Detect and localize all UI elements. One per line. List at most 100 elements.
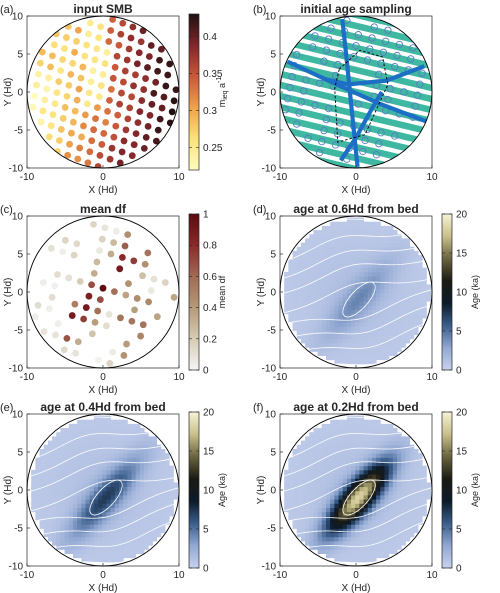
heatmap-cell [409, 263, 415, 269]
heatmap-cell [405, 448, 411, 454]
heatmap-cell [292, 474, 298, 479]
heatmap-cell [392, 440, 398, 446]
heatmap-cell [342, 457, 348, 462]
heatmap-cell [392, 250, 398, 256]
heatmap-cell [292, 301, 298, 306]
heatmap-cell [72, 448, 78, 454]
heatmap-cell [346, 507, 352, 513]
heatmap-cell [401, 342, 406, 348]
heatmap-cell [85, 507, 91, 513]
heatmap-cell [338, 499, 344, 504]
heatmap-cell [325, 499, 331, 504]
heatmap-cell [334, 301, 340, 306]
heatmap-cell [135, 549, 141, 554]
heatmap-cell [93, 499, 99, 504]
heatmap-cell [77, 511, 82, 517]
heatmap-cell [305, 342, 310, 348]
heatmap-cell [359, 359, 365, 365]
heatmap-cell [334, 524, 340, 529]
heatmap-cell [388, 292, 394, 298]
y-tick-label: -5 [14, 126, 23, 137]
heatmap-cell [321, 301, 327, 306]
heatmap-cell [346, 465, 352, 471]
heatmap-cell [321, 511, 327, 517]
heatmap-cell [296, 457, 302, 462]
heatmap-cell [47, 536, 53, 542]
heatmap-cell [392, 540, 398, 546]
heatmap-cell [371, 280, 377, 285]
heatmap-cell [388, 296, 394, 302]
heatmap-cell [123, 515, 128, 521]
heatmap-cell [376, 465, 381, 471]
heatmap-cell [325, 280, 331, 285]
heatmap-cell [305, 322, 310, 327]
heatmap-cell [89, 444, 95, 450]
heatmap-cell [64, 524, 70, 529]
heatmap-cell [384, 267, 390, 273]
heatmap-cell [325, 448, 331, 454]
heatmap-cell [39, 461, 45, 467]
heatmap-cell [351, 545, 356, 550]
heatmap-cell [305, 288, 310, 294]
heatmap-cell [359, 276, 365, 281]
heatmap-cell [371, 284, 377, 290]
heatmap-cell [409, 271, 415, 277]
sample-circle [299, 87, 308, 95]
heatmap-cell [334, 494, 340, 500]
heatmap-cell [106, 448, 112, 454]
data-point [65, 274, 73, 282]
heatmap-cell [144, 465, 149, 471]
heatmap-cell [106, 436, 112, 442]
heatmap-cell [127, 490, 132, 496]
heatmap-cell [380, 490, 385, 496]
sample-circle [363, 125, 372, 134]
heatmap-cell [405, 453, 411, 458]
sample-circle [384, 26, 392, 34]
colorbar-tick-label: 20 [456, 408, 468, 419]
heatmap-cell [371, 536, 377, 542]
y-tick-label: -10 [9, 164, 24, 175]
heatmap-cell [367, 330, 373, 336]
heatmap-cell [102, 457, 107, 462]
heatmap-cell [317, 469, 323, 475]
heatmap-cell [81, 461, 87, 467]
heatmap-cell [346, 474, 352, 479]
heatmap-cell [401, 474, 406, 479]
heatmap-cell [321, 267, 327, 273]
heatmap-cell [392, 474, 398, 479]
heatmap-cell [422, 301, 427, 306]
heatmap-cell [321, 532, 327, 538]
heatmap-cell [355, 288, 360, 294]
heatmap-cell [43, 511, 49, 517]
heatmap-cell [85, 557, 91, 563]
heatmap-cell [413, 305, 419, 310]
heatmap-cell [330, 234, 335, 239]
heatmap-cell [118, 553, 124, 559]
heatmap-cell [139, 545, 145, 550]
heatmap-cell [123, 553, 128, 559]
heatmap-cell [384, 271, 390, 277]
heatmap-cell [355, 355, 360, 361]
heatmap-cell [330, 242, 335, 248]
heatmap-cell [56, 515, 61, 521]
flow-streamline [292, 513, 432, 551]
heatmap-cell [397, 284, 402, 290]
heatmap-cell [305, 301, 310, 306]
heatmap-cell [313, 482, 319, 488]
heatmap-cell [123, 532, 128, 538]
heatmap-cell [309, 482, 314, 488]
heatmap-cell [139, 549, 145, 554]
heatmap-cell [139, 465, 145, 471]
heatmap-cell [388, 326, 394, 331]
heatmap-cell [313, 238, 319, 244]
heatmap-cell [397, 461, 402, 467]
heatmap-cell [31, 474, 36, 479]
heatmap-cell [330, 490, 335, 496]
heatmap-cell [106, 557, 112, 563]
heatmap-cell [346, 280, 352, 285]
heatmap-cell [31, 490, 36, 496]
heatmap-cell [367, 234, 373, 239]
heatmap-cell [351, 276, 356, 281]
heatmap-cell [313, 280, 319, 285]
heatmap-cell [338, 444, 344, 450]
